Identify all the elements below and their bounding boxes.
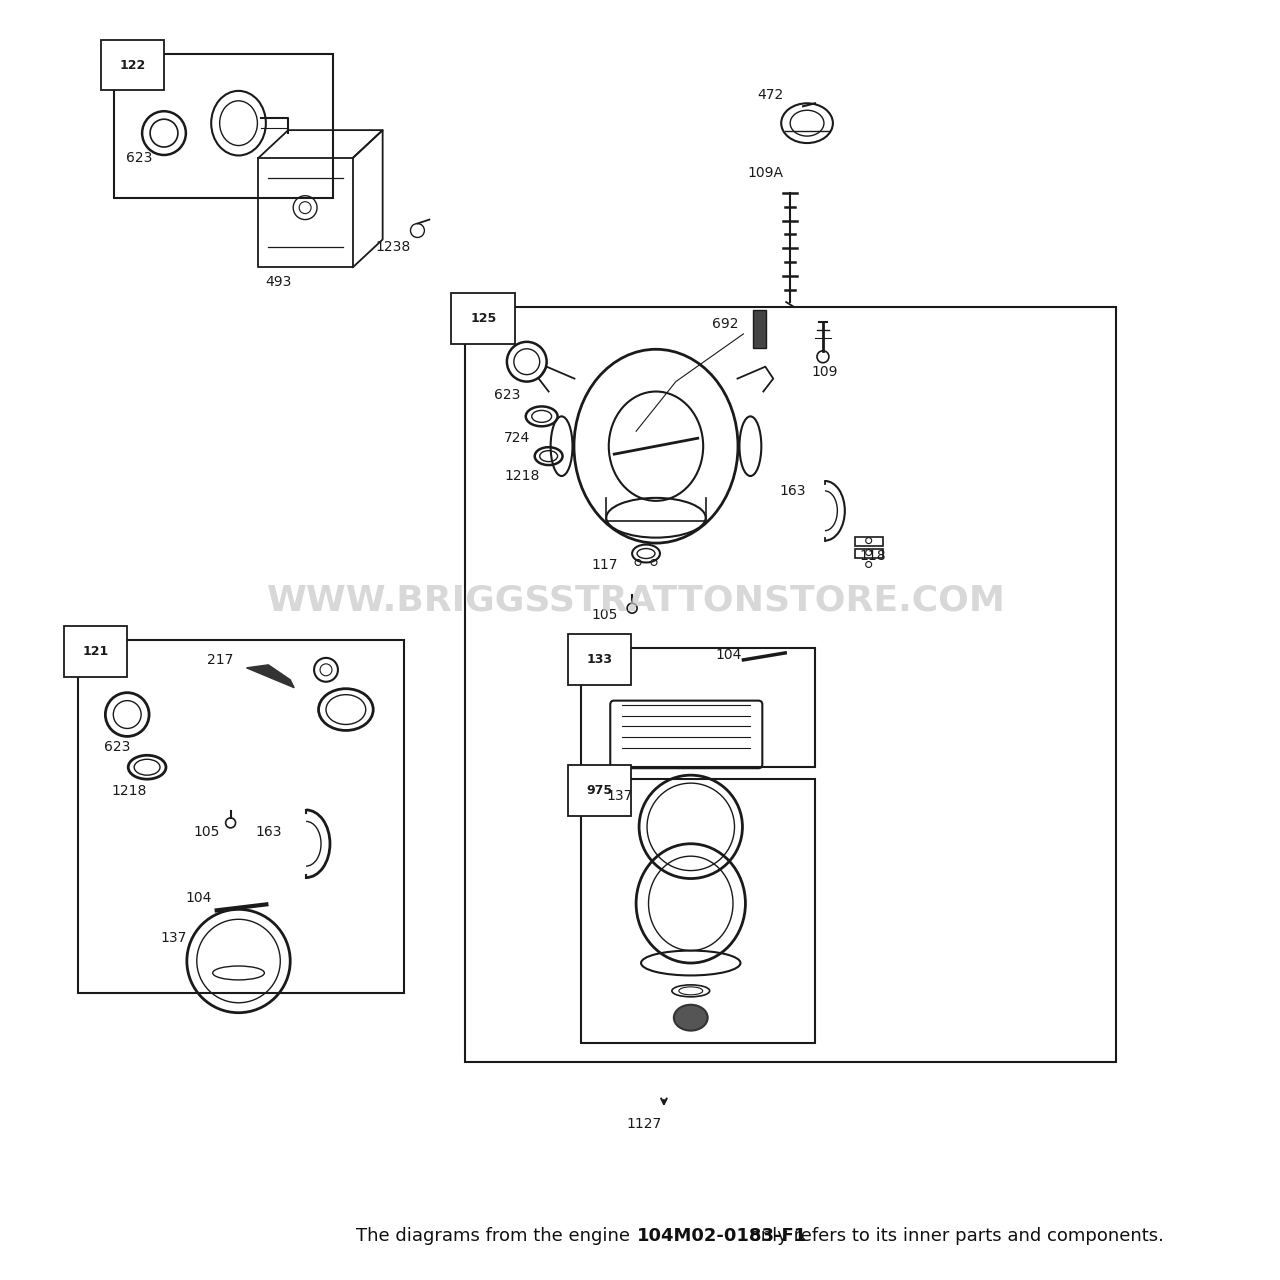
Text: 975: 975 bbox=[586, 785, 613, 797]
Text: 1218: 1218 bbox=[111, 785, 147, 797]
Text: 109: 109 bbox=[812, 365, 838, 379]
Text: 163: 163 bbox=[780, 484, 806, 498]
Text: 1127: 1127 bbox=[626, 1117, 662, 1132]
Bar bbox=[581, 648, 815, 767]
Text: 137: 137 bbox=[605, 788, 632, 803]
Text: only refers to its inner parts and components.: only refers to its inner parts and compo… bbox=[745, 1228, 1165, 1245]
Text: 1238: 1238 bbox=[375, 241, 410, 255]
Text: 1218: 1218 bbox=[504, 468, 539, 483]
Bar bbox=[465, 307, 1116, 1062]
Text: WWW.BRIGGSSTRATTONSTORE.COM: WWW.BRIGGSSTRATTONSTORE.COM bbox=[266, 584, 1006, 617]
Polygon shape bbox=[247, 664, 294, 687]
Text: 104M02-0183-F1: 104M02-0183-F1 bbox=[637, 1228, 808, 1245]
Text: 117: 117 bbox=[591, 558, 617, 572]
Text: 137: 137 bbox=[161, 931, 187, 945]
Text: 104: 104 bbox=[186, 891, 212, 905]
Text: 623: 623 bbox=[125, 151, 152, 165]
Text: 121: 121 bbox=[82, 645, 109, 658]
Bar bbox=[754, 310, 767, 348]
Text: 623: 623 bbox=[104, 740, 131, 754]
Text: 118: 118 bbox=[859, 549, 886, 562]
Text: 163: 163 bbox=[255, 824, 282, 838]
Text: 122: 122 bbox=[119, 59, 146, 72]
Text: 724: 724 bbox=[504, 431, 530, 445]
Text: The diagrams from the engine: The diagrams from the engine bbox=[356, 1228, 636, 1245]
Bar bbox=[855, 549, 883, 558]
Bar bbox=[114, 54, 333, 197]
Text: 125: 125 bbox=[470, 312, 497, 325]
Text: 133: 133 bbox=[586, 653, 612, 666]
Text: 217: 217 bbox=[207, 653, 234, 667]
Ellipse shape bbox=[673, 1005, 708, 1030]
Bar bbox=[78, 640, 403, 993]
Text: 105: 105 bbox=[193, 824, 220, 838]
Text: 623: 623 bbox=[494, 388, 520, 402]
Text: 472: 472 bbox=[758, 88, 783, 102]
Text: 109A: 109A bbox=[748, 166, 783, 180]
Text: 104: 104 bbox=[716, 648, 741, 662]
Bar bbox=[581, 780, 815, 1042]
Text: 493: 493 bbox=[265, 275, 292, 289]
Text: 692: 692 bbox=[712, 317, 739, 332]
Text: 105: 105 bbox=[591, 608, 617, 622]
Bar bbox=[855, 536, 883, 545]
